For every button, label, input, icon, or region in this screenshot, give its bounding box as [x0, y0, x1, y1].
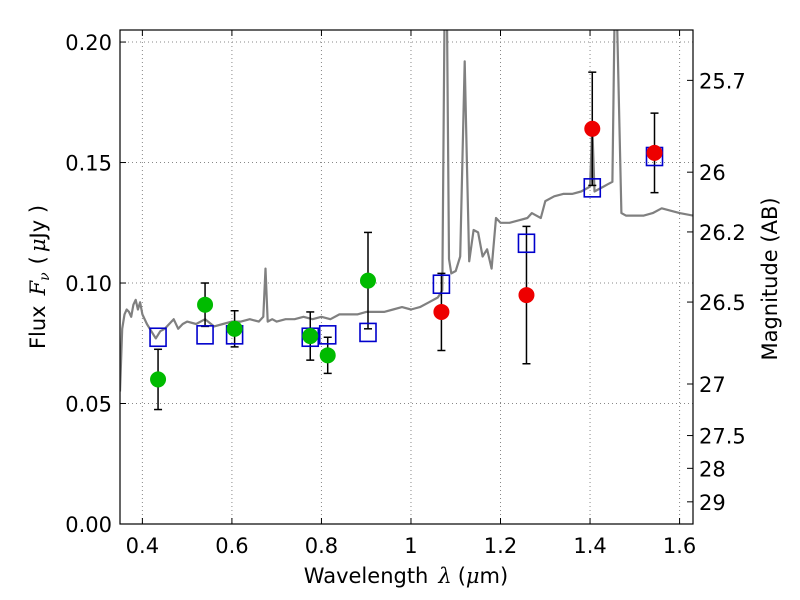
model-photometry-square — [432, 274, 451, 295]
observed-point-red — [518, 287, 535, 304]
model-photometry-square — [359, 322, 377, 343]
observed-point-red — [584, 120, 601, 137]
y2-tick-label: 26 — [699, 161, 726, 185]
x-tick-label: 0.8 — [305, 534, 338, 558]
y2-axis-label: Magnitude (AB) — [758, 197, 782, 360]
y2-tick-label: 29 — [699, 491, 726, 515]
y-tick-label: 0.10 — [65, 272, 112, 296]
y2-tick-label: 26.2 — [699, 221, 746, 245]
plot-area — [120, 30, 693, 524]
y-tick-label: 0.00 — [65, 513, 112, 537]
model-photometry-square — [583, 178, 602, 198]
y2-tick-label: 27 — [699, 373, 726, 397]
y2-tick-label: 26.5 — [699, 291, 746, 315]
observed-point-green — [150, 371, 167, 388]
y-tick-label: 0.20 — [65, 31, 112, 55]
observed-point-red — [433, 303, 450, 320]
x-tick-label: 1.6 — [663, 534, 696, 558]
x-tick-label: 1 — [404, 534, 417, 558]
y2-tick-label: 25.7 — [699, 69, 746, 93]
observed-flux-layer — [150, 120, 663, 388]
model-photometry-square — [517, 233, 536, 254]
observed-point-green — [319, 347, 336, 364]
observed-point-green — [302, 328, 319, 345]
axis-ticks: 0.4 0.6 0.8 1 1.2 1.4 1.6 0.00 0.05 0.10 0.15 0.20 2… — [65, 30, 746, 558]
x-tick-label: 0.4 — [126, 534, 159, 558]
y2-tick-label: 28 — [699, 457, 726, 481]
observed-point-red — [646, 144, 663, 161]
plot-frame — [119, 29, 694, 525]
observed-point-green — [226, 320, 243, 337]
model-photometry-square — [196, 325, 214, 345]
y2-tick-label: 27.5 — [699, 425, 746, 449]
x-axis-label: Wavelength λ (μm) — [304, 564, 508, 588]
observed-point-green — [360, 272, 377, 289]
y-tick-label: 0.15 — [65, 152, 112, 176]
model-photometry-square — [149, 327, 167, 348]
x-tick-label: 1.2 — [484, 534, 517, 558]
x-tick-label: 1.4 — [573, 534, 606, 558]
observed-point-green — [197, 296, 214, 313]
model-photometry-square — [318, 325, 337, 345]
x-tick-label: 0.6 — [215, 534, 248, 558]
y-tick-label: 0.05 — [65, 393, 112, 417]
y-axis-label: FluxFν(μJy ) — [26, 205, 53, 349]
